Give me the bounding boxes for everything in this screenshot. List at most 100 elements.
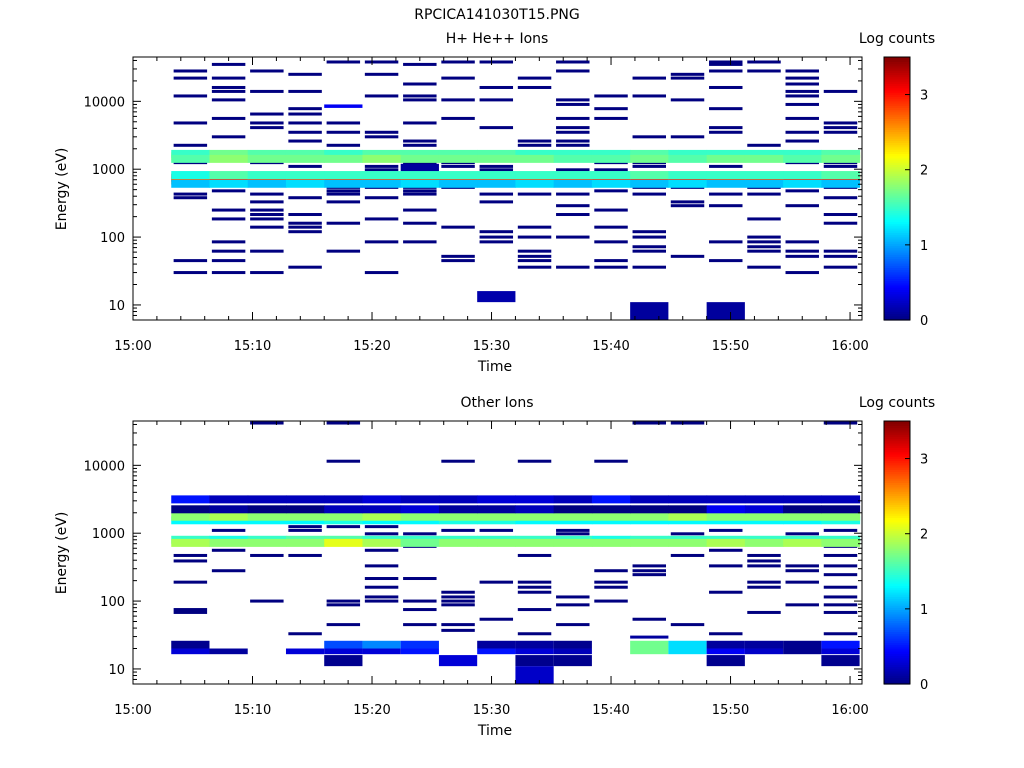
spectrogram-cell: [403, 98, 437, 102]
colorbar-swatch: [884, 85, 910, 89]
spectrogram-cell: [326, 603, 361, 607]
spectrogram-cell: [709, 259, 743, 263]
colorbar-swatch: [884, 637, 910, 641]
spectrogram-cell: [709, 126, 743, 130]
colorbar: 0 1 2 3: [883, 420, 928, 693]
spectrogram-cell: [556, 69, 590, 73]
spectrogram-cell: [209, 495, 249, 504]
spectrogram-cell: [785, 94, 819, 98]
spectrogram-cell: [173, 580, 208, 584]
spectrogram-cell: [441, 599, 475, 603]
colorbar-swatch: [884, 230, 910, 233]
colorbar-swatch: [884, 467, 910, 470]
spectrogram-cell: [171, 495, 210, 504]
spectrogram-cell: [364, 595, 399, 599]
colorbar-swatch: [884, 618, 910, 622]
spectrogram-cell: [517, 85, 552, 89]
colorbar-swatch: [884, 613, 910, 617]
colorbar-swatch: [884, 469, 910, 473]
colorbar-swatch: [884, 214, 910, 218]
spectrogram-cell: [477, 640, 516, 649]
spectrogram-cell: [211, 548, 246, 552]
spectrogram-cell: [632, 164, 667, 168]
spectrogram-cell: [211, 189, 246, 193]
colorbar-swatch: [884, 545, 910, 549]
spectrogram-cell: [211, 85, 246, 89]
spectrogram-cell: [364, 60, 399, 64]
spectrogram-cell: [441, 259, 475, 263]
spectrogram-cell: [747, 192, 781, 196]
spectrogram-cell: [747, 249, 781, 253]
spectrogram-cell: [709, 632, 743, 636]
spectrogram-cell: [250, 208, 284, 212]
colorbar-swatch: [884, 120, 910, 124]
spectrogram-cell: [591, 154, 631, 163]
spectrogram-cell: [783, 171, 822, 180]
spectrogram-cell: [594, 599, 628, 603]
spectrogram-cell: [326, 60, 361, 64]
colorbar-swatch: [884, 61, 910, 65]
spectrogram-cell: [744, 648, 784, 655]
spectrogram-cell: [515, 149, 555, 158]
colorbar-swatch: [884, 673, 910, 676]
colorbar-swatch: [884, 160, 910, 163]
spectrogram-cell: [709, 130, 743, 134]
colorbar-swatch: [884, 122, 910, 126]
spectrogram-cell: [479, 580, 514, 584]
spectrogram-cell: [441, 254, 475, 258]
spectrogram-cell: [556, 213, 590, 217]
colorbar-swatch: [884, 670, 910, 674]
spectrogram-cell: [288, 112, 322, 116]
x-tick-label: 15:40: [592, 339, 629, 354]
spectrogram-cell: [823, 553, 858, 557]
colorbar-swatch: [884, 561, 910, 565]
spectrogram-cell: [747, 585, 781, 589]
panel-title: H+ He++ Ions: [446, 31, 549, 47]
spectrogram-cell: [288, 221, 322, 225]
spectrogram-cell: [247, 154, 287, 163]
colorbar-swatch: [884, 267, 910, 271]
spectrogram-cell: [630, 179, 669, 188]
x-tick-label: 15:20: [353, 703, 390, 718]
colorbar-swatch: [884, 598, 910, 602]
spectrogram-cell: [324, 512, 363, 521]
spectrogram-cell: [250, 421, 284, 425]
spectrogram-cell: [709, 240, 743, 244]
colorbar-swatch: [884, 131, 910, 135]
spectrogram-cell: [477, 179, 516, 188]
spectrogram-cell: [630, 171, 669, 180]
colorbar-swatch: [884, 164, 910, 168]
colorbar-swatch: [884, 449, 910, 453]
colorbar-swatch: [884, 431, 910, 435]
spectrogram-cell: [479, 528, 514, 532]
spectrogram-cell: [479, 192, 514, 196]
spectrogram-cell: [211, 116, 246, 120]
colorbar-swatch: [884, 92, 910, 95]
spectrogram-cell: [553, 154, 593, 163]
spectrogram-cell: [362, 171, 402, 180]
colorbar-swatch: [884, 482, 910, 486]
spectrogram-cell: [553, 640, 592, 649]
colorbar-swatch: [884, 616, 910, 619]
colorbar-swatch: [884, 298, 910, 301]
figure-title: RPCICA141030T15.PNG: [414, 7, 579, 23]
colorbar-swatch: [884, 175, 910, 179]
spectrogram-cell: [477, 538, 516, 547]
spectrogram-cell: [553, 538, 593, 547]
spectrogram-cell: [556, 139, 590, 143]
spectrogram-cell: [441, 623, 475, 627]
spectrogram-cell: [821, 171, 861, 180]
colorbar-swatch: [884, 508, 910, 512]
colorbar-swatch: [884, 458, 910, 462]
spectrogram-cell: [324, 149, 363, 158]
colorbar-swatch: [884, 681, 910, 685]
spectrogram-cell: [785, 82, 819, 86]
spectrogram-cell: [747, 559, 781, 563]
spectrogram-cell: [670, 200, 705, 204]
colorbar-swatch: [884, 162, 910, 165]
colorbar-swatch: [884, 241, 910, 244]
spectrogram-cell: [209, 154, 249, 163]
spectrogram-cell: [785, 116, 819, 120]
colorbar-swatch: [884, 306, 910, 310]
spectrogram-cell: [670, 72, 705, 76]
